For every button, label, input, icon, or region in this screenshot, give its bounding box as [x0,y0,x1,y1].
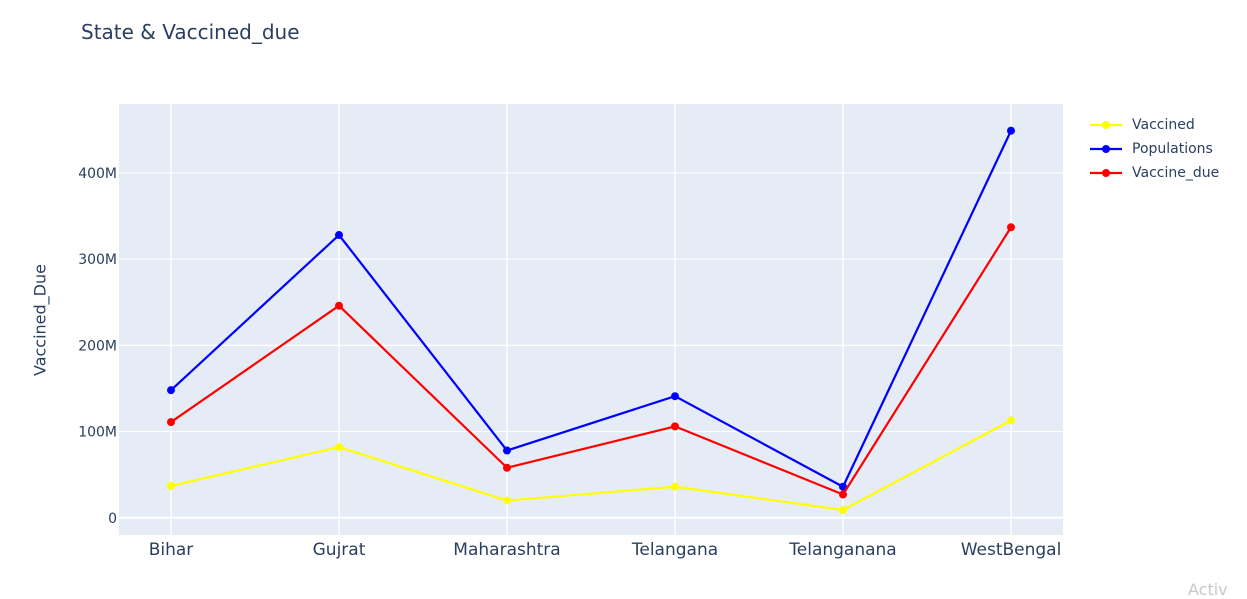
y-tick-label: 300M [78,252,117,268]
data-point[interactable] [671,482,679,491]
chart-title: State & Vaccined_due [81,20,300,44]
axis-ticks: Bihar Gujrat Maharashtra Telangana Telangana… [78,166,1061,560]
legend-label: Populations [1132,141,1213,157]
x-tick-label: WestBengal [961,540,1062,560]
x-tick-label: Telangana [631,540,718,560]
y-tick-label: 200M [78,338,117,354]
data-point[interactable] [335,231,343,240]
data-point[interactable] [503,463,511,472]
data-point[interactable] [839,490,847,499]
activation-watermark: Activ [1188,580,1228,599]
data-point[interactable] [1007,416,1015,425]
plot-background [119,104,1063,535]
y-tick-label: 0 [108,511,117,527]
legend-item[interactable]: Vaccine_due [1088,161,1219,185]
data-point[interactable] [671,392,679,401]
data-point[interactable] [167,418,175,427]
x-tick-label: Telanganana [788,540,896,560]
x-tick-label: Bihar [149,540,194,560]
legend-swatch [1090,121,1122,129]
series-vaccine-due [167,223,1015,499]
legend-swatch [1090,145,1122,153]
x-tick-label: Gujrat [313,540,366,560]
data-point[interactable] [503,496,511,505]
legend-label: Vaccined [1132,117,1195,133]
data-point[interactable] [335,301,343,310]
series-line [170,130,1012,488]
data-point[interactable] [503,446,511,455]
series-vaccined [167,416,1015,515]
data-point[interactable] [167,481,175,490]
legend-swatch [1090,169,1122,177]
series-line [170,226,1012,496]
data-point[interactable] [1007,223,1015,232]
legend-label: Vaccine_due [1132,165,1220,181]
series-lines [167,126,1015,515]
data-point[interactable] [839,506,847,515]
y-tick-label: 100M [78,425,117,441]
y-tick-label: 400M [78,166,117,182]
grid-lines [119,104,1063,535]
legend[interactable]: Vaccined Populations Vaccine_due [1088,113,1219,185]
legend-item[interactable]: Populations [1088,137,1219,161]
data-point[interactable] [167,386,175,395]
series-line [170,419,1012,512]
series-populations [167,126,1015,491]
legend-item[interactable]: Vaccined [1088,113,1219,137]
data-point[interactable] [839,482,847,491]
data-point[interactable] [671,422,679,431]
data-point[interactable] [335,443,343,452]
x-tick-label: Maharashtra [453,540,560,560]
data-point[interactable] [1007,126,1015,135]
